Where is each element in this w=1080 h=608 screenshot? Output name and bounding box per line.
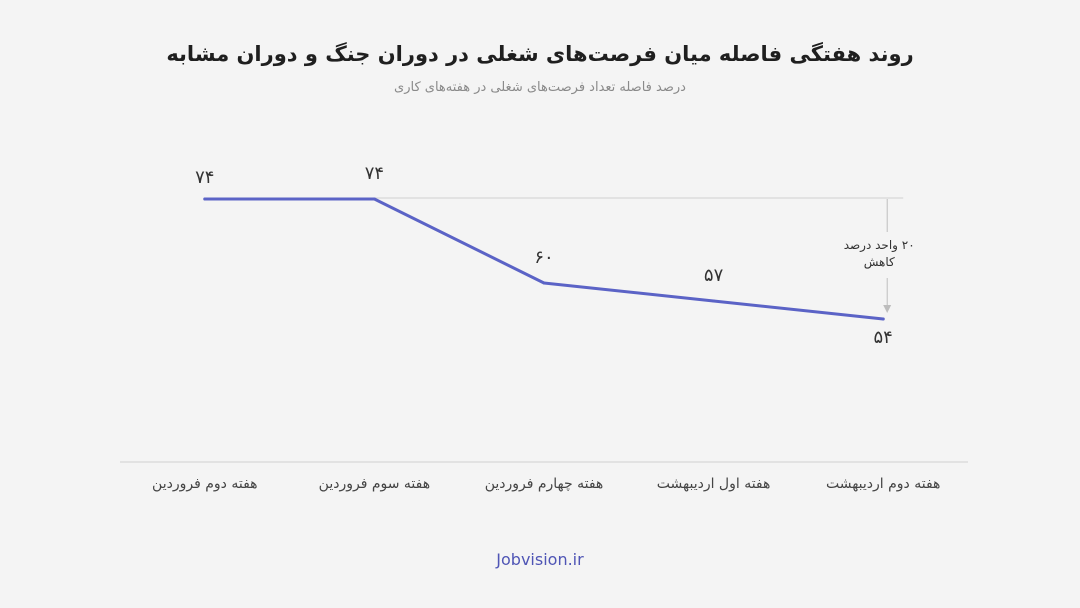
data-point [203, 197, 207, 201]
data-label: ۷۴ [195, 167, 214, 188]
data-label: ۵۴ [874, 327, 893, 348]
data-point [881, 317, 885, 321]
annotation-text: کاهش [864, 255, 895, 270]
data-point [542, 281, 546, 285]
x-tick-label: هفته دوم اردیبهشت [826, 476, 940, 492]
brand-footer: Jobvision.ir [496, 550, 584, 569]
annotation-text: ۲۰ واحد درصد [844, 238, 915, 253]
data-point [372, 197, 376, 201]
data-point [712, 299, 716, 303]
x-tick-label: هفته چهارم فروردین [485, 476, 604, 492]
x-tick-label: هفته سوم فروردین [319, 476, 430, 492]
x-tick-label: هفته اول اردیبهشت [657, 476, 771, 492]
data-label: ۶۰ [534, 247, 553, 268]
chart-title: روند هفتگی فاصله میان فرصت‌های شغلی در د… [166, 42, 914, 66]
data-points [203, 197, 885, 321]
annotation: ۲۰ واحد درصد کاهش [844, 199, 915, 313]
data-label: ۷۴ [365, 163, 384, 184]
x-tick-labels: هفته دوم فروردین هفته سوم فروردین هفته چها… [152, 476, 940, 492]
data-labels: ۷۴ ۷۴ ۶۰ ۵۷ ۵۴ [195, 163, 893, 348]
data-label: ۵۷ [704, 265, 724, 286]
annotation-arrowhead [883, 305, 892, 313]
chart-subtitle: درصد فاصله تعداد فرصت‌های شغلی در هفته‌ه… [394, 80, 686, 95]
x-tick-label: هفته دوم فروردین [152, 476, 258, 492]
